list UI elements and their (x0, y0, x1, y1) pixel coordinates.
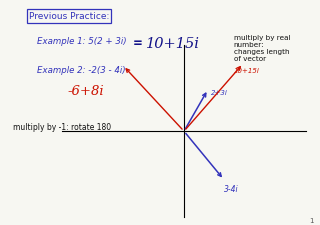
Text: 2+3i: 2+3i (211, 90, 228, 95)
Text: =: = (133, 36, 143, 50)
Text: multiply by -1: rotate 180: multiply by -1: rotate 180 (13, 123, 111, 132)
Text: 10+15i: 10+15i (146, 37, 199, 51)
Text: -6+8i: -6+8i (67, 84, 104, 97)
Text: 1: 1 (309, 217, 314, 223)
Text: Previous Practice:: Previous Practice: (29, 12, 109, 21)
Text: 10+15i: 10+15i (234, 68, 260, 74)
Text: Example 1: 5(2 + 3i): Example 1: 5(2 + 3i) (37, 37, 126, 46)
Text: Example 2: -2(3 - 4i): Example 2: -2(3 - 4i) (37, 65, 125, 74)
Text: 3-4i: 3-4i (224, 184, 239, 193)
Text: multiply by real
number:
changes length
of vector: multiply by real number: changes length … (234, 35, 290, 62)
